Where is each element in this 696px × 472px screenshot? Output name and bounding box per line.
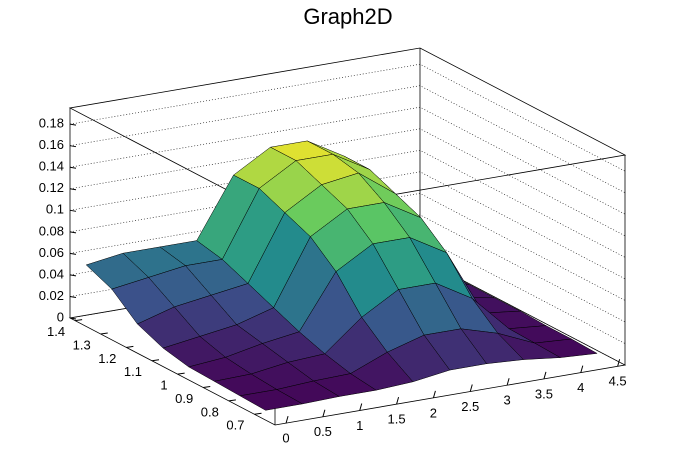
z-tick-label: 0.1 (46, 202, 64, 217)
surface-cell (239, 389, 304, 411)
y-tick-label: 0.8 (201, 404, 219, 419)
z-tick (69, 295, 77, 298)
y-tick (203, 386, 211, 389)
x-tick (469, 384, 473, 392)
x-tick (396, 397, 400, 405)
z-tick-label: 0.16 (39, 137, 64, 152)
x-tick-label: 2.5 (461, 399, 479, 414)
y-tick (254, 412, 262, 415)
y-tick (75, 319, 83, 322)
z-tick-label: 0.18 (39, 116, 64, 131)
x-tick (580, 365, 584, 373)
z-tick (69, 252, 77, 255)
x-tick (617, 359, 621, 367)
x-tick (359, 403, 363, 411)
z-tick-label: 0.04 (39, 266, 64, 281)
y-tick-label: 1.4 (47, 324, 65, 339)
y-tick-label: 1.2 (98, 351, 116, 366)
x-tick (506, 378, 510, 386)
y-tick-label: 0.7 (226, 418, 244, 433)
z-tick (69, 166, 77, 169)
z-tick (69, 209, 77, 212)
x-tick-label: 3.5 (535, 386, 553, 401)
chart-title: Graph2D (303, 4, 392, 29)
z-tick-label: 0 (57, 309, 64, 324)
x-tick (432, 390, 436, 398)
z-tick-label: 0.06 (39, 245, 64, 260)
y-tick (126, 345, 134, 348)
y-tick-label: 1 (160, 378, 167, 393)
y-tick (100, 332, 108, 335)
x-tick-label: 1.5 (388, 412, 406, 427)
z-tick-label: 0.02 (39, 288, 64, 303)
x-tick-label: 3 (503, 393, 510, 408)
z-tick-label: 0.14 (39, 159, 64, 174)
y-tick (177, 372, 185, 375)
y-tick (228, 399, 236, 402)
x-tick-label: 1 (356, 418, 363, 433)
x-tick (285, 415, 289, 424)
y-tick-label: 0.9 (175, 391, 193, 406)
x-tick-label: 2 (430, 405, 437, 420)
x-tick-label: 4.5 (609, 374, 627, 389)
z-tick (69, 123, 77, 126)
y-tick-label: 1.3 (73, 337, 91, 352)
z-tick (69, 188, 77, 191)
z-tick-label: 0.08 (39, 223, 64, 238)
z-tick-label: 0.12 (39, 180, 64, 195)
z-tick (69, 274, 77, 277)
z-tick (69, 231, 77, 234)
x-tick-label: 0 (282, 431, 289, 446)
y-tick (151, 359, 160, 362)
z-tick (69, 145, 77, 148)
x-tick-label: 0.5 (314, 424, 332, 439)
x-tick (543, 371, 547, 380)
x-tick (322, 409, 326, 417)
x-tick-label: 4 (577, 380, 584, 395)
y-tick-label: 1.1 (124, 364, 142, 379)
